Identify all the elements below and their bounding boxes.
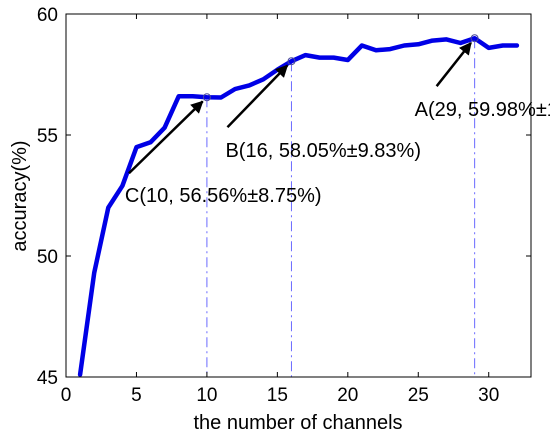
guide-lines <box>206 38 476 377</box>
x-tick-label: 30 <box>478 385 499 406</box>
series-layer <box>77 35 520 377</box>
x-tick-label: 0 <box>61 385 72 406</box>
x-tick-label: 5 <box>131 385 142 406</box>
y-tick-label: 50 <box>37 247 58 268</box>
plot-frame <box>65 13 532 378</box>
plot-area <box>66 14 531 377</box>
y-tick-label: 60 <box>37 5 58 26</box>
x-tick-label: 10 <box>196 385 217 406</box>
series-line <box>77 35 520 377</box>
annotation-label: A(29, 59.98%±10.50%) <box>415 99 550 121</box>
x-axis-label: the number of channels <box>193 412 402 434</box>
y-tick-label: 55 <box>37 126 58 147</box>
x-tick-label: 25 <box>408 385 429 406</box>
annotation-markers <box>202 34 479 102</box>
annotation-label: B(16, 58.05%±9.83%) <box>225 140 421 162</box>
annotation-marker <box>470 34 479 43</box>
annotation-marker <box>287 57 296 66</box>
ticks: 0 5 10 15 20 25 30 45 50 55 60 <box>37 5 531 406</box>
y-tick-label: 45 <box>37 368 58 389</box>
annotation-arrows <box>128 41 472 175</box>
annotation-marker <box>202 93 211 102</box>
annotation-labels: A(29, 59.98%±10.50%) B(16, 58.05%±9.83%) C… <box>125 99 550 207</box>
annotation-arrow <box>226 64 289 129</box>
x-tick-label: 20 <box>337 385 358 406</box>
annotation-arrow <box>128 100 204 175</box>
annotation-label: C(10, 56.56%±8.75%) <box>125 185 322 207</box>
x-tick-label: 15 <box>267 385 288 406</box>
annotation-arrow <box>435 41 472 87</box>
y-axis-label: accuracy(%) <box>9 140 31 251</box>
